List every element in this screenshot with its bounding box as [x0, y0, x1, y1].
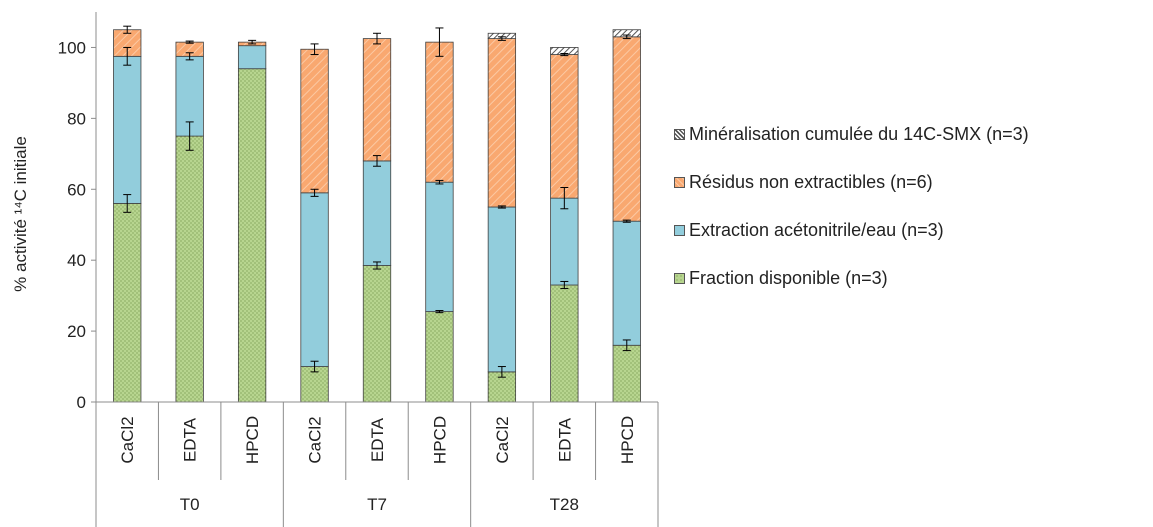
- error-bars-layer: [123, 25, 631, 378]
- legend-item-0: Fraction disponible (n=3): [674, 266, 1029, 290]
- legend-swatch: [674, 224, 685, 236]
- legend-item-3: Minéralisation cumulée du 14C-SMX (n=3): [674, 122, 1029, 146]
- y-tick-label: 80: [67, 109, 86, 128]
- bar-segment-2: [612, 36, 641, 222]
- y-tick-label: 100: [58, 38, 86, 57]
- bar-segment-1: [550, 197, 579, 286]
- bar-segment-1: [487, 206, 517, 373]
- bar-segment-2: [362, 38, 392, 162]
- x-category-label: HPCD: [618, 416, 637, 464]
- legend-label: Fraction disponible (n=3): [689, 267, 888, 288]
- x-category-label: EDTA: [555, 417, 574, 462]
- bar-segment-1: [237, 45, 267, 70]
- legend-item-2: Résidus non extractibles (n=6): [674, 170, 1029, 194]
- bars-layer: [113, 29, 641, 403]
- y-axis-title: % activité ¹⁴C initiale: [11, 136, 30, 292]
- y-tick-label: 0: [77, 393, 86, 412]
- group-label: T28: [550, 495, 579, 514]
- bar-segment-2: [425, 41, 454, 183]
- legend-swatch: [674, 272, 685, 284]
- legend-label: Résidus non extractibles (n=6): [689, 171, 933, 192]
- legend-item-1: Extraction acétonitrile/eau (n=3): [674, 218, 1029, 242]
- bar-segment-1: [425, 181, 454, 312]
- bar-segment-2: [550, 54, 579, 199]
- x-category-label: HPCD: [243, 416, 262, 464]
- bar-segment-0: [612, 344, 641, 403]
- bar-segment-1: [612, 220, 641, 346]
- bar-segment-0: [237, 68, 267, 403]
- y-tick-label: 60: [67, 180, 86, 199]
- legend-swatch: [674, 176, 685, 188]
- x-category-label: HPCD: [430, 416, 449, 464]
- group-label: T0: [180, 495, 200, 514]
- x-axis: CaCl2 EDTA HPCD CaCl2 EDTA HPCD CaCl2 EDTA HPCD T…: [95, 401, 659, 527]
- x-category-label: EDTA: [181, 417, 200, 462]
- bar-segment-0: [300, 366, 329, 403]
- bar-segment-2: [487, 38, 517, 208]
- x-category-label: EDTA: [368, 417, 387, 462]
- group-label: T7: [367, 495, 387, 514]
- x-category-label: CaCl2: [306, 416, 325, 463]
- legend-swatch: [674, 128, 685, 140]
- y-tick-label: 20: [67, 322, 86, 341]
- bar-segment-1: [362, 160, 392, 266]
- y-axis: 0 20 40 60 80 100: [58, 12, 97, 412]
- bar-segment-1: [113, 55, 142, 204]
- bar-segment-0: [113, 203, 142, 403]
- legend-label: Minéralisation cumulée du 14C-SMX (n=3): [689, 123, 1029, 144]
- bar-segment-0: [175, 135, 204, 403]
- bar-segment-2: [300, 48, 329, 194]
- bar-segment-0: [362, 265, 392, 403]
- x-category-label: CaCl2: [118, 416, 137, 463]
- bar-segment-0: [425, 311, 454, 403]
- bar-segment-1: [300, 192, 329, 367]
- x-category-label: CaCl2: [493, 416, 512, 463]
- legend-label: Extraction acétonitrile/eau (n=3): [689, 219, 944, 240]
- legend: Minéralisation cumulée du 14C-SMX (n=3) R…: [674, 122, 1029, 314]
- y-tick-label: 40: [67, 251, 86, 270]
- bar-segment-0: [550, 284, 579, 403]
